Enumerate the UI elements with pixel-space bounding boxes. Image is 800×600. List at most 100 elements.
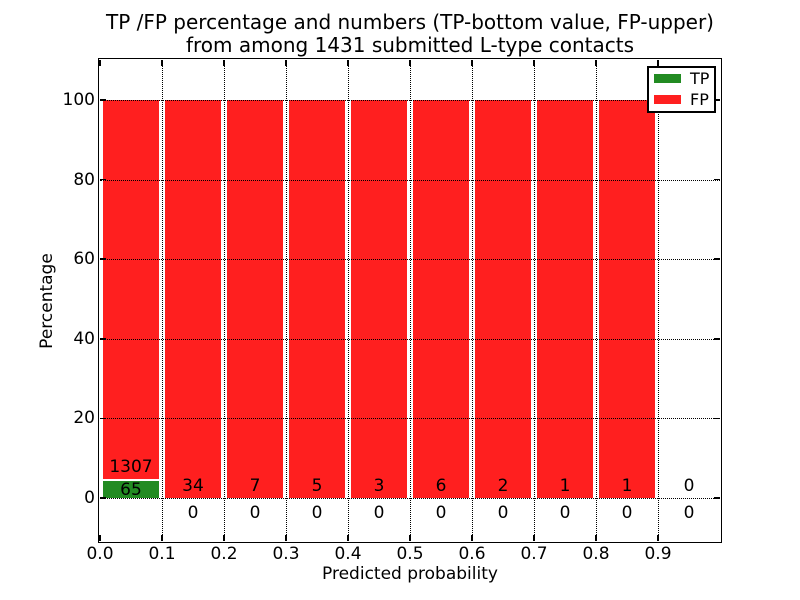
- y-tick-mark: [714, 338, 720, 340]
- legend-entry: TP: [649, 68, 714, 89]
- y-tick-label: 20: [73, 408, 95, 429]
- legend-entry: FP: [649, 89, 714, 110]
- fp-bar: [351, 100, 407, 498]
- fp-bar: [103, 100, 159, 480]
- y-tick-label: 80: [73, 169, 95, 190]
- y-tick-label: 0: [84, 488, 95, 508]
- x-tick-mark: [409, 535, 411, 541]
- x-axis-label: Predicted probability: [322, 564, 498, 584]
- fp-bar: [289, 100, 345, 498]
- fp-bar: [599, 100, 655, 498]
- tp-count-label: 0: [497, 503, 509, 523]
- tp-count-label: 0: [435, 503, 447, 523]
- x-tick-label: 0.8: [582, 544, 610, 564]
- x-tick-mark: [409, 60, 411, 66]
- y-tick-mark: [100, 99, 106, 101]
- y-tick-mark: [714, 178, 720, 181]
- fp-legend-swatch-icon: [654, 95, 681, 104]
- y-tick-mark: [100, 258, 106, 260]
- fp-count-label: 5: [311, 476, 323, 496]
- fp-bar: [165, 100, 221, 498]
- y-tick-mark: [714, 258, 720, 260]
- tp-count-label: 0: [621, 503, 633, 523]
- x-tick-mark: [595, 535, 597, 541]
- y-tick-mark: [100, 497, 106, 499]
- chart-title-line2: from among 1431 submitted L-type contact…: [185, 33, 635, 57]
- x-tick-mark: [471, 60, 473, 66]
- y-tick-label: 100: [62, 90, 95, 110]
- x-tick-mark: [533, 60, 535, 66]
- grid-line-vertical: [596, 60, 597, 541]
- grid-line-vertical: [224, 60, 225, 541]
- y-tick-mark: [714, 417, 720, 420]
- legend-label: TP: [690, 69, 710, 88]
- x-tick-mark: [657, 60, 659, 66]
- x-tick-mark: [285, 535, 287, 541]
- grid-line-vertical: [348, 60, 349, 541]
- fp-count-label: 2: [497, 476, 509, 496]
- x-tick-label: 0.1: [148, 544, 176, 564]
- fp-count-label: 7: [249, 476, 261, 496]
- x-tick-mark: [347, 60, 349, 66]
- grid-line-vertical: [162, 60, 163, 541]
- tp-count-label: 65: [120, 480, 142, 500]
- x-tick-mark: [223, 535, 225, 541]
- fp-count-label: 1307: [109, 457, 153, 478]
- y-tick-mark: [714, 99, 720, 101]
- grid-line-vertical: [472, 60, 473, 541]
- y-tick-label: 40: [73, 328, 95, 349]
- y-tick-mark: [100, 338, 106, 340]
- fp-count-label: 6: [435, 476, 447, 496]
- tp-count-label: 0: [683, 503, 695, 523]
- tp-count-label: 0: [373, 503, 385, 523]
- tp-count-label: 0: [249, 503, 261, 523]
- x-tick-mark: [99, 535, 101, 541]
- x-tick-label: 0.7: [520, 544, 548, 564]
- x-tick-mark: [471, 535, 473, 541]
- fp-bar: [227, 100, 283, 498]
- tp-count-label: 0: [559, 503, 571, 523]
- fp-bar: [413, 100, 469, 498]
- grid-line-vertical: [658, 60, 659, 541]
- fp-count-label: 1: [559, 476, 571, 496]
- x-tick-label: 0.0: [86, 544, 114, 564]
- legend: TP FP: [647, 66, 716, 113]
- grid-line-vertical: [286, 60, 287, 541]
- y-tick-mark: [100, 417, 106, 420]
- fp-count-label: 0: [683, 476, 695, 496]
- x-tick-mark: [161, 60, 163, 66]
- x-tick-label: 0.6: [458, 544, 486, 564]
- y-tick-label: 60: [73, 249, 95, 270]
- tp-bar: [103, 479, 159, 498]
- fp-count-label: 34: [182, 476, 204, 496]
- y-tick-mark: [714, 497, 720, 499]
- x-tick-mark: [595, 60, 597, 66]
- x-tick-mark: [161, 535, 163, 541]
- x-tick-mark: [657, 535, 659, 541]
- legend-label: FP: [690, 90, 709, 109]
- chart-title: TP /FP percentage and numbers (TP-bottom…: [20, 11, 800, 57]
- chart-title-line1: TP /FP percentage and numbers (TP-bottom…: [106, 10, 714, 34]
- x-tick-mark: [223, 60, 225, 66]
- x-tick-label: 0.2: [210, 544, 238, 564]
- x-tick-mark: [99, 60, 101, 66]
- grid-line-vertical: [534, 60, 535, 541]
- y-tick-mark: [100, 178, 106, 181]
- fp-count-label: 1: [621, 476, 633, 496]
- fp-bar: [537, 100, 593, 498]
- plot-area: 1307 65 34 0 7 0 5 0 3 0 6 0 2 0 1 0 1 0 0 0: [98, 58, 722, 543]
- fp-bar: [475, 100, 531, 498]
- tp-count-label: 0: [187, 503, 199, 523]
- tp-count-label: 0: [311, 503, 323, 523]
- x-tick-label: 0.3: [272, 544, 300, 564]
- x-tick-label: 0.4: [334, 544, 362, 564]
- x-tick-label: 0.9: [644, 544, 672, 564]
- tp-legend-swatch-icon: [654, 74, 681, 83]
- grid-line-vertical: [410, 60, 411, 541]
- fp-count-label: 3: [373, 476, 385, 496]
- x-tick-mark: [285, 60, 287, 66]
- x-tick-mark: [347, 535, 349, 541]
- x-tick-mark: [533, 535, 535, 541]
- x-tick-label: 0.5: [396, 544, 424, 564]
